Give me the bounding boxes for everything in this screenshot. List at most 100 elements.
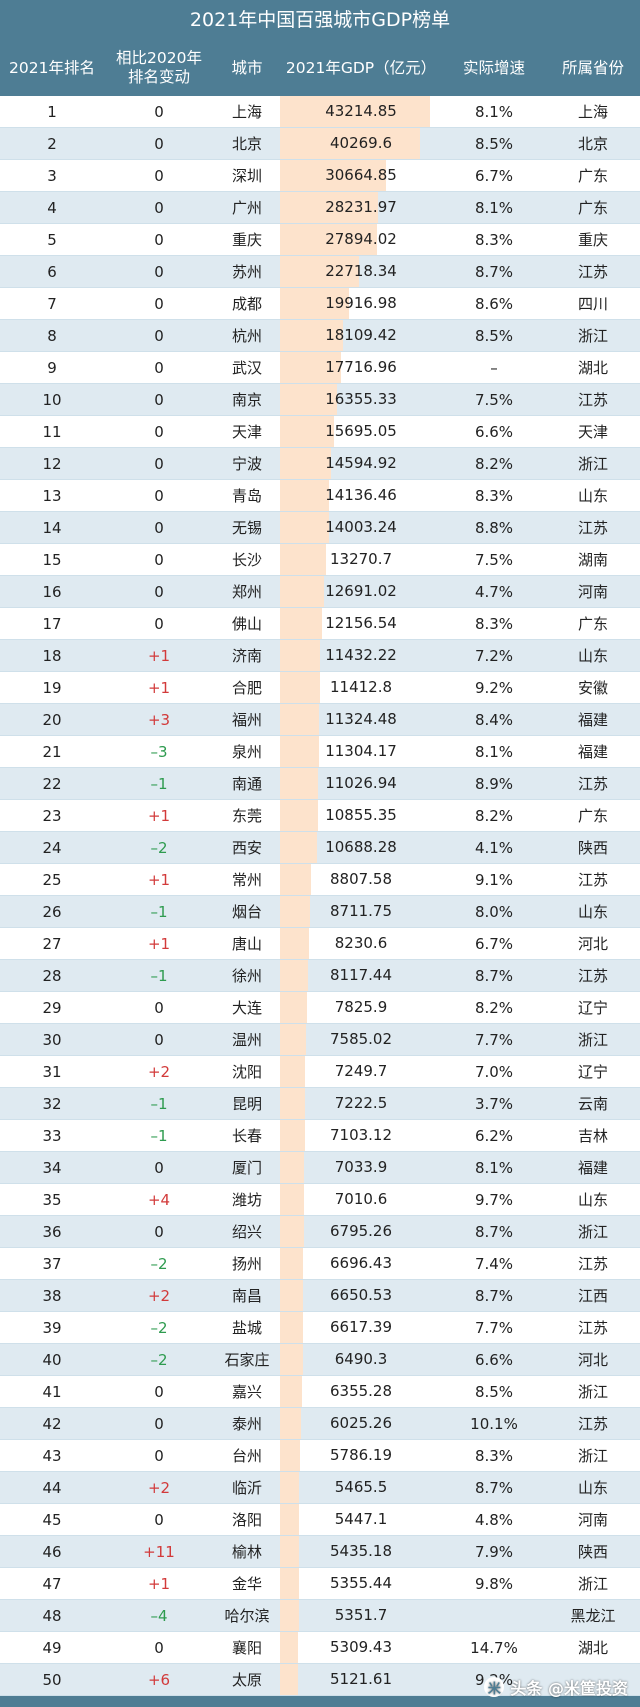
- gdp-value: 10855.35: [325, 806, 397, 824]
- gdp-value: 7103.12: [329, 1126, 393, 1144]
- gdp-value: 27894.02: [325, 230, 397, 248]
- rank-cell: 38: [42, 1286, 62, 1305]
- gdp-cell: 6355.28: [280, 1376, 442, 1407]
- growth-cell: 8.1%: [474, 198, 514, 217]
- city-cell: 大连: [231, 999, 262, 1017]
- change-cell: 0: [154, 1414, 164, 1433]
- gdp-cell: 11432.22: [280, 640, 442, 671]
- province-cell: 江西: [577, 1287, 608, 1305]
- province-cell: 浙江: [577, 327, 608, 345]
- gdp-bar: [280, 1280, 304, 1311]
- gdp-value: 14594.92: [325, 454, 397, 472]
- table-row: 48 –4 哈尔滨 5351.7 黑龙江: [0, 1600, 640, 1632]
- change-cell: 0: [154, 1638, 164, 1657]
- province-cell: 辽宁: [577, 999, 608, 1017]
- growth-cell: 7.2%: [474, 646, 514, 665]
- rank-cell: 5: [47, 230, 57, 249]
- gdp-cell: 43214.85: [280, 96, 442, 127]
- change-cell: +1: [147, 646, 171, 665]
- table-row: 18 +1 济南 11432.22 7.2% 山东: [0, 640, 640, 672]
- gdp-bar: [280, 1472, 299, 1503]
- city-cell: 济南: [231, 647, 262, 665]
- city-cell: 温州: [231, 1031, 262, 1049]
- change-cell: –1: [150, 966, 168, 985]
- city-cell: 台州: [231, 1447, 262, 1465]
- city-cell: 绍兴: [231, 1223, 262, 1241]
- gdp-bar: [280, 480, 330, 511]
- rank-cell: 40: [42, 1350, 62, 1369]
- rank-cell: 35: [42, 1190, 62, 1209]
- gdp-cell: 11324.48: [280, 704, 442, 735]
- growth-cell: 8.7%: [474, 1286, 514, 1305]
- table-row: 45 0 洛阳 5447.1 4.8% 河南: [0, 1504, 640, 1536]
- city-cell: 榆林: [231, 1543, 262, 1561]
- rank-cell: 10: [42, 390, 62, 409]
- change-cell: 0: [154, 230, 164, 249]
- table-row: 34 0 厦门 7033.9 8.1% 福建: [0, 1152, 640, 1184]
- province-cell: 河南: [577, 1511, 608, 1529]
- gdp-value: 8117.44: [329, 966, 393, 984]
- gdp-value: 18109.42: [325, 326, 397, 344]
- province-cell: 江苏: [577, 967, 608, 985]
- table-row: 26 –1 烟台 8711.75 8.0% 山东: [0, 896, 640, 928]
- change-cell: 0: [154, 358, 164, 377]
- rank-cell: 8: [47, 326, 57, 345]
- gdp-cell: 27894.02: [280, 224, 442, 255]
- gdp-bar: [280, 1664, 298, 1695]
- city-cell: 南昌: [231, 1287, 262, 1305]
- gdp-cell: 18109.42: [280, 320, 442, 351]
- city-cell: 苏州: [231, 263, 262, 281]
- gdp-value: 15695.05: [325, 422, 397, 440]
- growth-cell: 8.9%: [474, 774, 514, 793]
- change-cell: 0: [154, 1158, 164, 1177]
- change-cell: –1: [150, 1094, 168, 1113]
- gdp-bar: [280, 1024, 307, 1055]
- city-cell: 泉州: [231, 743, 262, 761]
- gdp-bar: [280, 640, 320, 671]
- city-cell: 天津: [231, 423, 262, 441]
- table-row: 5 0 重庆 27894.02 8.3% 重庆: [0, 224, 640, 256]
- gdp-cell: 19916.98: [280, 288, 442, 319]
- change-cell: +3: [147, 710, 171, 729]
- gdp-bar: [280, 992, 308, 1023]
- province-cell: 福建: [577, 1159, 608, 1177]
- rank-cell: 50: [42, 1670, 62, 1689]
- gdp-cell: 11304.17: [280, 736, 442, 767]
- gdp-value: 5447.1: [334, 1510, 388, 1528]
- gdp-bar: [280, 1088, 306, 1119]
- province-cell: 江苏: [577, 775, 608, 793]
- table-row: 19 +1 合肥 11412.8 9.2% 安徽: [0, 672, 640, 704]
- gdp-cell: 10688.28: [280, 832, 442, 863]
- rank-cell: 34: [42, 1158, 62, 1177]
- gdp-value: 7585.02: [329, 1030, 393, 1048]
- rank-cell: 1: [47, 102, 57, 121]
- rank-cell: 18: [42, 646, 62, 665]
- city-cell: 郑州: [231, 583, 262, 601]
- gdp-bar: [280, 832, 318, 863]
- gdp-bar: [280, 512, 329, 543]
- province-cell: 江苏: [577, 1255, 608, 1273]
- gdp-bar: [280, 1504, 299, 1535]
- gdp-value: 5786.19: [329, 1446, 393, 1464]
- table-body: 1 0 上海 43214.85 8.1% 上海 2 0 北京 40269.6 8.5% 北京 3 0 深圳 3…: [0, 96, 640, 1696]
- rank-cell: 12: [42, 454, 62, 473]
- province-cell: 江苏: [577, 1415, 608, 1433]
- growth-cell: 4.7%: [474, 582, 514, 601]
- gdp-value: 11026.94: [325, 774, 397, 792]
- province-cell: 福建: [577, 743, 608, 761]
- gdp-value: 40269.6: [329, 134, 393, 152]
- table-row: 21 –3 泉州 11304.17 8.1% 福建: [0, 736, 640, 768]
- gdp-value: 12156.54: [325, 614, 397, 632]
- rank-cell: 27: [42, 934, 62, 953]
- change-cell: +1: [147, 806, 171, 825]
- growth-cell: 9.8%: [474, 1574, 514, 1593]
- gdp-value: 10688.28: [325, 838, 397, 856]
- change-cell: 0: [154, 998, 164, 1017]
- rank-cell: 37: [42, 1254, 62, 1273]
- change-cell: 0: [154, 326, 164, 345]
- province-cell: 黑龙江: [570, 1607, 616, 1625]
- change-cell: –2: [150, 1254, 168, 1273]
- change-cell: +1: [147, 934, 171, 953]
- table-row: 36 0 绍兴 6795.26 8.7% 浙江: [0, 1216, 640, 1248]
- gdp-cell: 22718.34: [280, 256, 442, 287]
